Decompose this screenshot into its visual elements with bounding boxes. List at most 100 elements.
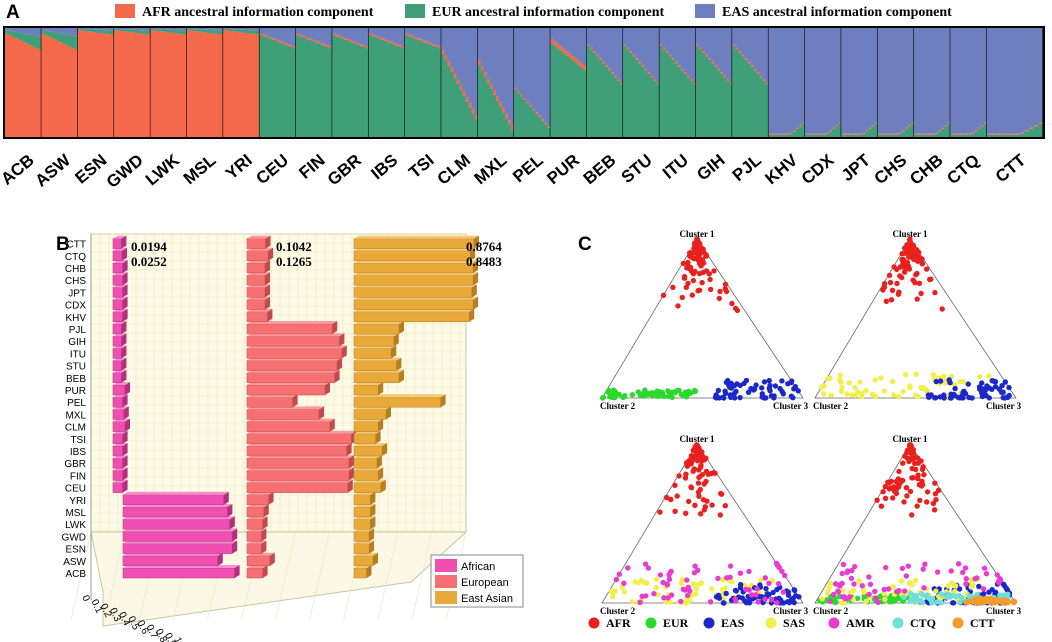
ancestry-segment	[732, 45, 736, 138]
ancestry-segment	[195, 28, 200, 30]
point-amr	[779, 568, 785, 575]
ancestry-segment	[147, 28, 152, 31]
point-afr	[699, 279, 705, 286]
bar-top	[247, 235, 271, 239]
ancestry-segment	[250, 28, 255, 31]
ancestry-segment	[256, 28, 261, 31]
point-sas	[872, 377, 878, 383]
ancestry-segment	[68, 35, 73, 47]
ancestry-segment	[156, 28, 161, 30]
bar-top	[113, 284, 128, 288]
ancestry-segment	[420, 28, 424, 40]
ancestry-segment	[919, 28, 924, 134]
ancestry-segment	[398, 46, 403, 138]
ancestry-segment	[392, 42, 397, 45]
ancestry-segment	[607, 68, 612, 71]
ancestry-segment	[120, 30, 124, 137]
ancestry-segment	[874, 122, 879, 124]
point-ctq	[997, 592, 1004, 598]
ancestry-segment	[816, 28, 821, 134]
bar-side	[122, 272, 128, 286]
ancestry-segment	[1024, 131, 1030, 137]
ancestry-segment	[401, 28, 406, 47]
population-block-MSL	[186, 28, 224, 138]
point-amr	[905, 563, 911, 569]
legend-label-2: EAS ancestral information component	[722, 5, 952, 20]
ancestry-segment	[404, 28, 409, 34]
bar-side	[325, 382, 330, 395]
bar-side	[349, 455, 354, 469]
bar-PEL	[246, 396, 293, 408]
ancestry-segment	[853, 28, 857, 134]
bar-side	[347, 479, 353, 493]
ancestry-segment	[550, 28, 554, 39]
ancestry-segment	[901, 28, 906, 131]
ancestry-segment	[335, 34, 339, 37]
ancestry-segment	[220, 28, 224, 31]
ancestry-segment	[556, 28, 561, 44]
point-eas	[950, 600, 956, 606]
ancestry-segment	[747, 28, 751, 62]
panel-b-x-ticks: 00.10.20.30.40.50.60.70.80.91.0	[79, 594, 187, 642]
ancestry-segment	[56, 33, 61, 41]
ancestry-segment	[556, 48, 561, 137]
ancestry-segment	[92, 32, 97, 137]
population-block-GBR	[332, 28, 370, 138]
ancestry-segment	[892, 28, 897, 134]
ancestry-segment	[286, 44, 291, 46]
ancestry-segment	[495, 28, 500, 97]
ancestry-segment	[656, 28, 661, 83]
ancestry-segment	[410, 37, 415, 137]
ancestry-segment	[132, 28, 136, 30]
ancestry-segment	[656, 84, 661, 137]
ancestry-segment	[610, 72, 615, 74]
ancestry-segment	[362, 28, 367, 46]
point-afr	[902, 453, 908, 459]
ancestry-segment	[220, 30, 224, 35]
ancestry-segment	[62, 43, 67, 137]
bar-side	[337, 357, 342, 371]
ancestry-segment	[444, 55, 448, 61]
point-sas	[898, 578, 904, 584]
ancestry-segment	[898, 132, 903, 134]
point-eur	[676, 388, 682, 394]
ancestry-segment	[935, 133, 939, 137]
ancestry-segment	[465, 28, 470, 98]
point-sas	[758, 577, 764, 583]
panel-c-legend: AFR EUR EAS SAS AMR CTQ CTT	[588, 616, 995, 630]
category-label-KHV: KHV	[65, 313, 86, 324]
point-afr	[889, 287, 896, 293]
legend-dot-sas	[765, 617, 777, 629]
ancestry-segment	[929, 134, 933, 137]
ancestry-segment	[771, 28, 776, 134]
ancestry-segment	[765, 28, 770, 83]
ancestry-segment	[647, 72, 651, 74]
ancestry-segment	[553, 45, 558, 137]
ancestry-segment	[53, 39, 58, 137]
point-eas	[753, 382, 759, 388]
ancestry-segment	[659, 44, 664, 46]
ancestry-segment	[798, 28, 803, 126]
point-afr	[882, 483, 889, 490]
ancestry-segment	[447, 66, 451, 137]
bar-side	[391, 345, 397, 359]
ancestry-segment	[941, 28, 945, 128]
ancestry-segment	[159, 31, 164, 137]
point-afr	[722, 503, 728, 509]
ancestry-segment	[526, 101, 530, 104]
ancestry-segment	[117, 28, 121, 30]
ancestry-segment	[744, 28, 748, 59]
ancestry-segment	[250, 33, 255, 137]
ancestry-segment	[659, 45, 664, 138]
x-tick: 0.8	[153, 627, 169, 642]
ternary-frame	[814, 238, 1017, 399]
category-label-BEB: BEB	[66, 374, 86, 385]
ancestry-segment	[129, 28, 133, 30]
ancestry-segment	[32, 35, 36, 47]
ancestry-segment	[280, 28, 285, 42]
point-eas	[795, 388, 801, 394]
point-afr	[893, 478, 900, 485]
point-eas	[792, 384, 799, 390]
point-eas	[1000, 395, 1006, 401]
point-afr	[670, 284, 676, 290]
